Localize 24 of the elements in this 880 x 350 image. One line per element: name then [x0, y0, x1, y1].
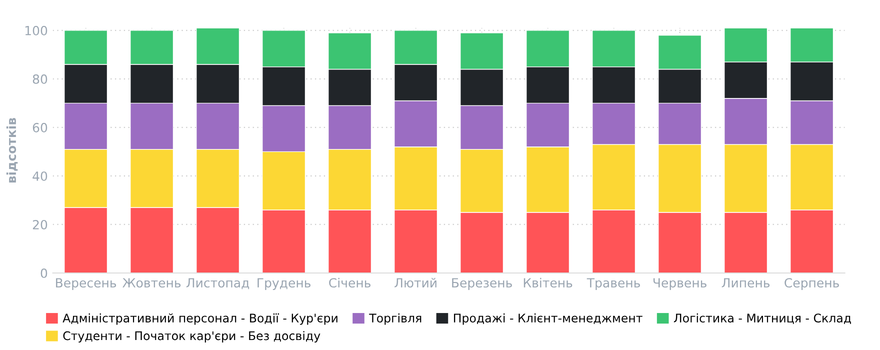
x-tick-label: Листопад [186, 278, 250, 290]
x-tick-label: Грудень [258, 278, 310, 290]
x-tick-label: Травень [586, 278, 640, 290]
x-tick-label: Квітень [524, 278, 572, 288]
legend-label: Продажі - Клієнт-менеджмент [454, 313, 642, 325]
x-tick-label: Жовтень [122, 278, 181, 288]
legend-label: Адміністративний персонал - Водії - Кур'єри [62, 313, 338, 325]
x-tick-label: Січень [329, 278, 370, 288]
x-tick-label: Червень [653, 278, 706, 290]
legend-label: Логістика - Митниця - Склад [674, 313, 851, 324]
y-tick-label: 80 [32, 74, 48, 84]
y-tick-label: 100 [25, 26, 48, 36]
y-tick-label: 20 [32, 220, 48, 230]
legend-label: Торгівля [369, 313, 422, 325]
x-tick-label: Вересень [56, 278, 116, 290]
x-tick-label: Лютий [394, 278, 436, 288]
x-tick-label: Серпень [784, 278, 839, 290]
y-tick-label: 0 [40, 268, 48, 278]
y-axis-title: відсотків [6, 118, 18, 183]
x-tick-label: Липень [722, 278, 770, 288]
x-tick-label: Березень [452, 278, 512, 290]
y-tick-label: 60 [32, 122, 48, 132]
legend-label: Студенти - Початок кар'єри - Без досвіду [63, 331, 320, 342]
y-tick-label: 40 [32, 171, 48, 181]
